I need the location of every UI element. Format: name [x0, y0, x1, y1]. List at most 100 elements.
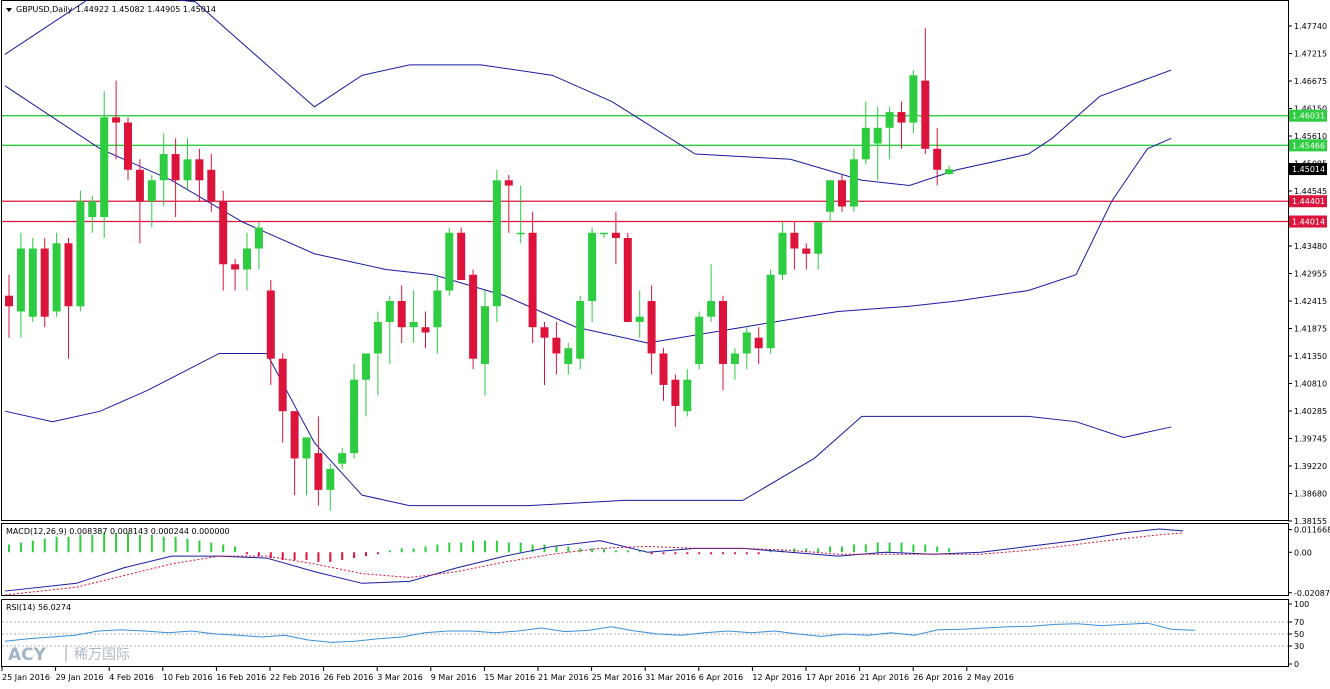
- macd-pane-frame: [1, 523, 1289, 596]
- macd-histogram-bar: [210, 542, 213, 553]
- price-tick-label: 1.43480: [1294, 242, 1327, 251]
- macd-histogram-bar: [924, 544, 927, 553]
- level-label-0: 1.46031: [1292, 112, 1325, 121]
- date-tick-label: 2 May 2016: [967, 673, 1014, 682]
- macd-histogram-bar: [745, 552, 748, 555]
- macd-histogram-bar: [150, 534, 153, 553]
- macd-histogram-bar: [900, 542, 903, 553]
- macd-histogram-bar: [579, 548, 582, 553]
- rsi-line: [4, 622, 1195, 643]
- macd-layer: [4, 528, 1184, 596]
- candle-body: [326, 468, 335, 490]
- price-tick-label: 1.40285: [1294, 407, 1327, 416]
- macd-histogram-bar: [662, 552, 665, 555]
- macd-histogram-bar: [603, 548, 605, 553]
- candle-body: [921, 80, 930, 149]
- price-tick-label: 1.46150: [1294, 105, 1327, 114]
- date-tick-label: 10 Feb 2016: [163, 673, 213, 682]
- rsi-tick-label: 30: [1294, 642, 1304, 651]
- date-tick-label: 29 Jan 2016: [56, 673, 104, 682]
- candle-body: [897, 112, 906, 123]
- macd-histogram-bar: [257, 552, 260, 557]
- candle-body: [647, 300, 656, 354]
- macd-histogram-bar: [686, 552, 689, 555]
- macd-histogram-bar: [710, 552, 713, 555]
- price-tick-label: 1.38680: [1294, 490, 1327, 499]
- macd-histogram-bar: [246, 552, 248, 555]
- macd-histogram-bar: [888, 542, 891, 553]
- candle-body: [231, 264, 240, 270]
- level-label-box-0: [1289, 109, 1327, 122]
- macd-histogram-bar: [912, 544, 915, 553]
- candle-body: [778, 232, 787, 275]
- candle-body: [290, 411, 299, 459]
- candle-body: [183, 159, 192, 181]
- price-tick-label: 1.42955: [1294, 270, 1327, 279]
- date-tick-label: 26 Feb 2016: [324, 673, 374, 682]
- bollinger-middle-line: [4, 85, 1172, 344]
- candle-body: [730, 353, 739, 364]
- candle-body: [373, 321, 382, 354]
- price-tick-label: 1.39220: [1294, 462, 1327, 471]
- macd-histogram-bar: [841, 546, 843, 553]
- macd-histogram-bar: [198, 540, 201, 553]
- candle-body: [623, 238, 632, 322]
- price-tick-label: 1.39745: [1294, 435, 1327, 444]
- candle-body: [147, 180, 156, 202]
- candle-body: [362, 353, 370, 380]
- level-label-box-4: [1289, 215, 1327, 228]
- macd-histogram-bar: [305, 552, 308, 561]
- macd-histogram-bar: [852, 544, 855, 553]
- macd-histogram-bar: [365, 552, 367, 557]
- macd-histogram-bar: [115, 532, 118, 553]
- dropdown-triangle-icon[interactable]: [6, 8, 12, 12]
- candle-body: [338, 453, 347, 464]
- candle-body: [814, 222, 823, 254]
- candle-body: [469, 274, 478, 359]
- candle-body: [516, 232, 525, 235]
- candle-body: [552, 337, 561, 354]
- macd-histogram-bar: [460, 542, 463, 553]
- candle-body: [28, 248, 37, 317]
- candle-body: [350, 379, 359, 454]
- date-tick-label: 15 Mar 2016: [484, 673, 535, 682]
- price-tick-label: 1.38155: [1294, 517, 1327, 526]
- macd-histogram-bar: [555, 546, 558, 553]
- macd-histogram-bar: [55, 536, 58, 553]
- bollinger-lower-line: [4, 352, 1172, 507]
- level-label-1: 1.45466: [1292, 141, 1325, 150]
- macd-histogram-bar: [805, 548, 808, 553]
- macd-histogram-bar: [495, 540, 498, 553]
- candle-body: [719, 300, 727, 364]
- candle-body: [112, 117, 121, 123]
- price-tick-label: 1.41350: [1294, 352, 1327, 361]
- candle-body: [100, 117, 109, 218]
- macd-histogram-bar: [138, 534, 141, 553]
- candle-body: [611, 232, 620, 239]
- macd-histogram-bar: [472, 540, 475, 553]
- macd-histogram-bar: [79, 534, 82, 553]
- symbol-label: GBPUSD,Daily: [16, 5, 73, 14]
- candle-body: [171, 154, 180, 181]
- macd-histogram-bar: [43, 538, 46, 553]
- macd-main-line: [4, 528, 1184, 592]
- axis-layer: 1.47740 1.47215 1.46675 1.46150 1.45610 1.450…: [1, 22, 1330, 682]
- macd-histogram-bar: [376, 552, 379, 555]
- rsi-tick-label: 100: [1294, 600, 1309, 609]
- candle-body: [576, 300, 585, 359]
- candle-body: [243, 248, 251, 270]
- candle-body: [40, 248, 49, 317]
- macd-histogram-bar: [484, 540, 486, 553]
- macd-histogram-bar: [91, 534, 94, 553]
- candle-body: [254, 227, 263, 249]
- candle-body: [766, 274, 775, 349]
- macd-histogram-bar: [698, 552, 701, 555]
- candle-body: [742, 332, 751, 354]
- macd-histogram-bar: [864, 544, 867, 553]
- candle-body: [421, 327, 430, 333]
- macd-histogram-bar: [626, 550, 629, 553]
- candle-body: [302, 437, 311, 459]
- macd-histogram-bar: [936, 546, 939, 553]
